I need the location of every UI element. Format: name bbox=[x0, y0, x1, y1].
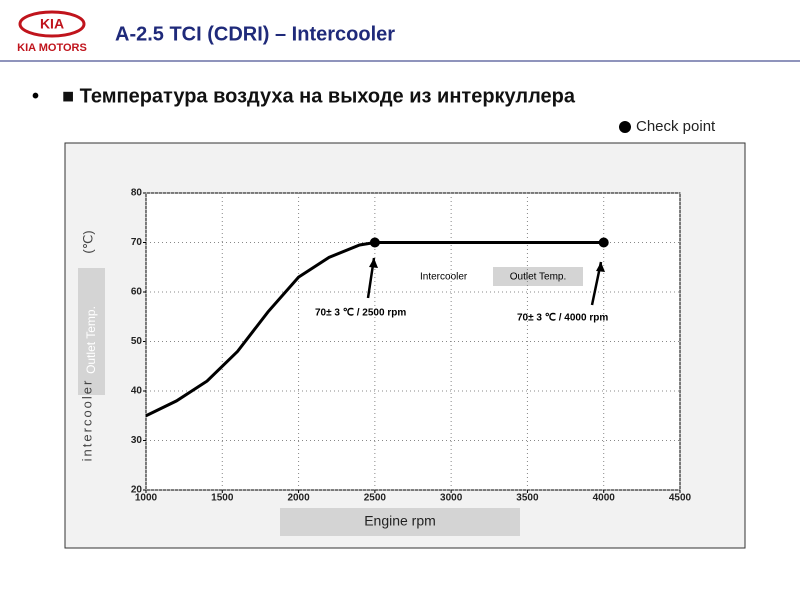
x-tick-label: 3000 bbox=[440, 493, 463, 504]
y-axis-label: Outlet Temp. bbox=[84, 306, 98, 374]
x-tick-label: 3500 bbox=[516, 493, 539, 504]
x-tick-label: 1500 bbox=[211, 493, 234, 504]
ylabel-box bbox=[78, 268, 105, 395]
annotation-box bbox=[493, 267, 583, 286]
slide-title: A-2.5 TCI (CDRI) – Intercooler bbox=[115, 23, 395, 45]
y-tick-label: 60 bbox=[131, 287, 143, 298]
y-tick-label: 50 bbox=[131, 336, 143, 347]
legend-marker bbox=[619, 121, 631, 133]
x-axis-label: Engine rpm bbox=[364, 513, 436, 529]
y-tick-label: 40 bbox=[131, 386, 143, 397]
annotation: 70± 3 ℃ / 4000 rpm bbox=[517, 313, 608, 324]
x-tick-label: 4500 bbox=[669, 493, 692, 504]
annotation: Intercooler bbox=[420, 272, 468, 283]
x-tick-label: 2000 bbox=[287, 493, 310, 504]
y-tick-label: 20 bbox=[131, 485, 143, 496]
y-axis-label: intercooler bbox=[79, 379, 94, 462]
legend-label: Check point bbox=[636, 118, 716, 135]
x-tick-label: 1000 bbox=[135, 493, 158, 504]
line bbox=[145, 241, 604, 418]
annotation: 70± 3 ℃ / 2500 rpm bbox=[315, 308, 406, 319]
bullet-text: ■ Температура воздуха на выходе из интер… bbox=[62, 85, 576, 107]
xlabel-box bbox=[280, 508, 520, 536]
check-point bbox=[369, 237, 380, 248]
y-tick-label: 30 bbox=[131, 435, 143, 446]
y-tick-label: 80 bbox=[131, 188, 143, 199]
check-point bbox=[598, 237, 609, 248]
annotation: Outlet Temp. bbox=[510, 272, 567, 283]
x-tick-label: 2500 bbox=[364, 493, 387, 504]
logo: KIA bbox=[40, 16, 64, 32]
y-axis-label: (℃) bbox=[80, 230, 95, 253]
bullet-dot: • bbox=[32, 85, 39, 107]
arrow-head bbox=[596, 262, 605, 272]
y-tick-label: 70 bbox=[131, 237, 143, 248]
logo-oval bbox=[18, 10, 86, 38]
x-tick-label: 4000 bbox=[593, 493, 616, 504]
brand: KIA MOTORS bbox=[17, 42, 87, 54]
arrow-head bbox=[369, 258, 378, 268]
